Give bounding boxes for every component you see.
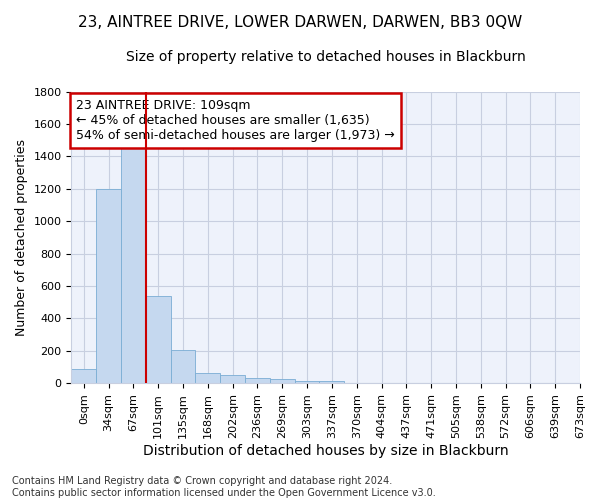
Bar (295, 381, 319, 383)
Y-axis label: Number of detached properties: Number of detached properties (15, 139, 28, 336)
Bar (245, 378, 270, 383)
Bar (121, 146, 146, 383)
Bar (71, 368, 96, 383)
Bar (319, 382, 344, 383)
Text: 23 AINTREE DRIVE: 109sqm
← 45% of detached houses are smaller (1,635)
54% of sem: 23 AINTREE DRIVE: 109sqm ← 45% of detach… (76, 99, 395, 142)
Bar (170, 350, 196, 383)
Bar (96, 189, 121, 383)
Text: Contains HM Land Registry data © Crown copyright and database right 2024.
Contai: Contains HM Land Registry data © Crown c… (12, 476, 436, 498)
Title: Size of property relative to detached houses in Blackburn: Size of property relative to detached ho… (126, 50, 526, 64)
Bar (196, 372, 220, 383)
Bar (270, 378, 295, 383)
Bar (220, 376, 245, 383)
X-axis label: Distribution of detached houses by size in Blackburn: Distribution of detached houses by size … (143, 444, 509, 458)
Bar (146, 296, 170, 383)
Text: 23, AINTREE DRIVE, LOWER DARWEN, DARWEN, BB3 0QW: 23, AINTREE DRIVE, LOWER DARWEN, DARWEN,… (78, 15, 522, 30)
